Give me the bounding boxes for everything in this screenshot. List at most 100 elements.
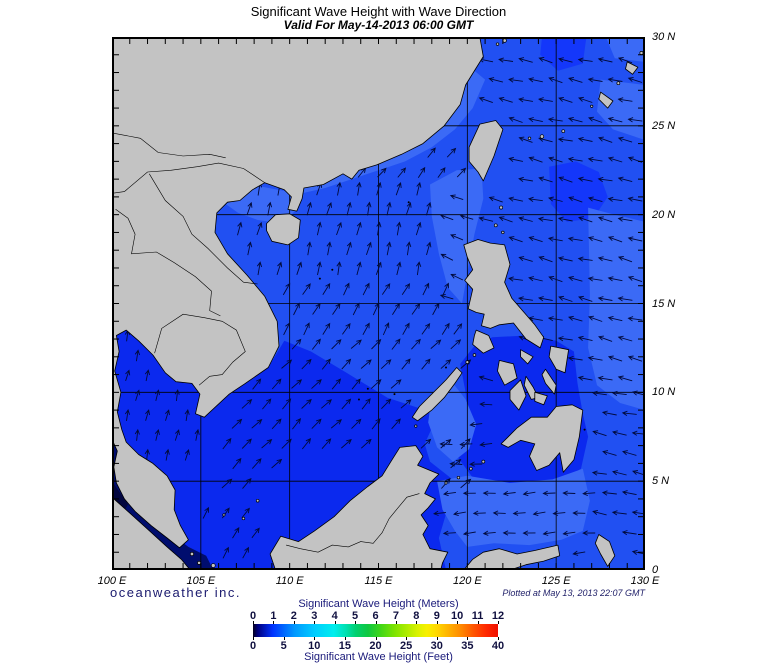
small-island: [210, 563, 216, 568]
wave-direction-arrow: [360, 359, 372, 369]
wave-direction-arrow: [271, 378, 282, 390]
wave-direction-arrow: [572, 550, 586, 556]
wave-direction-arrow: [405, 201, 412, 216]
wave-direction-arrow: [174, 429, 180, 441]
wave-direction-arrow: [282, 398, 292, 410]
wave-direction-arrow: [174, 389, 180, 402]
wave-direction-arrow: [362, 282, 370, 296]
wave-direction-arrow: [282, 282, 291, 296]
wave-direction-arrow: [518, 57, 533, 63]
wave-direction-arrow: [578, 216, 593, 223]
wave-direction-arrow: [607, 236, 623, 243]
wave-direction-arrow: [342, 322, 351, 335]
wave-direction-arrow: [202, 506, 209, 519]
wave-direction-arrow: [316, 261, 322, 276]
wave-direction-arrow: [365, 241, 372, 256]
wave-direction-arrow: [602, 450, 617, 456]
wave-direction-arrow: [508, 276, 523, 282]
wave-direction-arrow: [154, 429, 160, 441]
wave-direction-arrow: [144, 448, 150, 461]
wave-direction-arrow: [341, 398, 352, 410]
wave-direction-arrow: [538, 256, 553, 263]
wave-direction-arrow: [453, 510, 466, 517]
wave-direction-arrow: [276, 261, 283, 276]
wave-direction-arrow: [352, 302, 360, 316]
wave-direction-arrow: [311, 418, 322, 429]
wave-direction-arrow: [331, 339, 342, 350]
wave-direction-arrow: [607, 116, 623, 123]
wave-direction-arrow: [508, 156, 523, 162]
wave-direction-arrow: [597, 375, 613, 381]
small-island: [255, 498, 260, 503]
wave-direction-arrow: [478, 375, 494, 382]
wave-direction-arrow: [582, 530, 596, 536]
wave-direction-arrow: [479, 441, 493, 448]
land-borneo: [269, 445, 449, 571]
wave-direction-arrow: [433, 510, 446, 516]
wave-direction-arrow: [322, 282, 331, 296]
wave-direction-arrow: [252, 378, 262, 390]
wave-direction-arrow: [232, 457, 242, 470]
land-mainland-asia: [111, 36, 484, 549]
wave-direction-arrow: [518, 256, 533, 262]
wave-direction-arrow: [351, 418, 362, 429]
meters-tick-label: 11: [471, 610, 484, 622]
wave-direction-arrow: [341, 358, 352, 370]
wave-direction-arrow: [558, 96, 573, 103]
wave-direction-arrow: [557, 336, 573, 342]
wave-direction-arrow: [627, 77, 643, 83]
meters-tick-label: 4: [331, 610, 338, 622]
small-island: [414, 424, 418, 428]
wave-direction-arrow: [124, 408, 131, 421]
land-taiwan: [468, 120, 504, 182]
small-island: [639, 51, 644, 55]
wave-direction-arrow: [567, 236, 583, 242]
wave-direction-arrow: [488, 77, 504, 83]
lon-axis-label: 130 E: [630, 575, 660, 587]
land-mindanao: [500, 404, 584, 473]
meters-tick-mark: [457, 621, 459, 624]
wave-direction-arrow: [396, 261, 402, 276]
wave-direction-arrow: [296, 261, 303, 275]
wave-direction-arrow: [256, 221, 263, 236]
wave-direction-arrow: [627, 316, 643, 322]
wave-direction-arrow: [306, 241, 312, 256]
wave-direction-arrow: [415, 221, 422, 236]
wave-direction-arrow: [548, 156, 563, 163]
wave-direction-arrow: [568, 196, 583, 203]
wave-direction-arrow: [237, 221, 243, 236]
wave-direction-arrow: [291, 379, 303, 389]
wave-direction-arrow: [502, 490, 516, 497]
wave-direction-arrow: [125, 369, 131, 382]
wave-direction-arrow: [607, 355, 623, 362]
small-island: [241, 516, 246, 521]
wave-direction-arrow: [450, 273, 464, 281]
wave-direction-arrow: [558, 295, 573, 302]
small-island: [527, 136, 532, 140]
wave-direction-arrow: [281, 359, 293, 369]
wave-direction-arrow: [416, 261, 422, 276]
wave-direction-arrow: [572, 510, 586, 516]
lon-axis-label: 110 E: [275, 575, 304, 587]
wave-direction-arrow: [231, 418, 243, 429]
wave-direction-arrow: [134, 428, 140, 441]
wave-direction-arrow: [578, 96, 593, 103]
wave-direction-arrow: [164, 448, 170, 461]
wave-direction-arrow: [442, 530, 456, 536]
feet-tick-label: 0: [249, 640, 257, 652]
legend-feet-label: Significant Wave Height (Feet): [304, 651, 453, 663]
wave-direction-arrow: [587, 236, 603, 243]
wave-direction-arrow: [311, 338, 321, 350]
feet-tick-mark: [467, 637, 469, 640]
lat-axis-label: 25 N: [652, 119, 676, 132]
meters-tick-label: 12: [491, 610, 505, 622]
wave-direction-arrow: [420, 438, 432, 449]
wave-direction-arrow: [567, 355, 583, 362]
wave-direction-arrow: [402, 322, 410, 335]
wave-direction-arrow: [552, 510, 566, 516]
small-island: [501, 230, 505, 235]
wave-direction-arrow: [469, 421, 483, 428]
meters-tick-mark: [436, 621, 438, 624]
feet-tick-label: 30: [430, 640, 443, 652]
wave-direction-arrow: [406, 241, 412, 256]
